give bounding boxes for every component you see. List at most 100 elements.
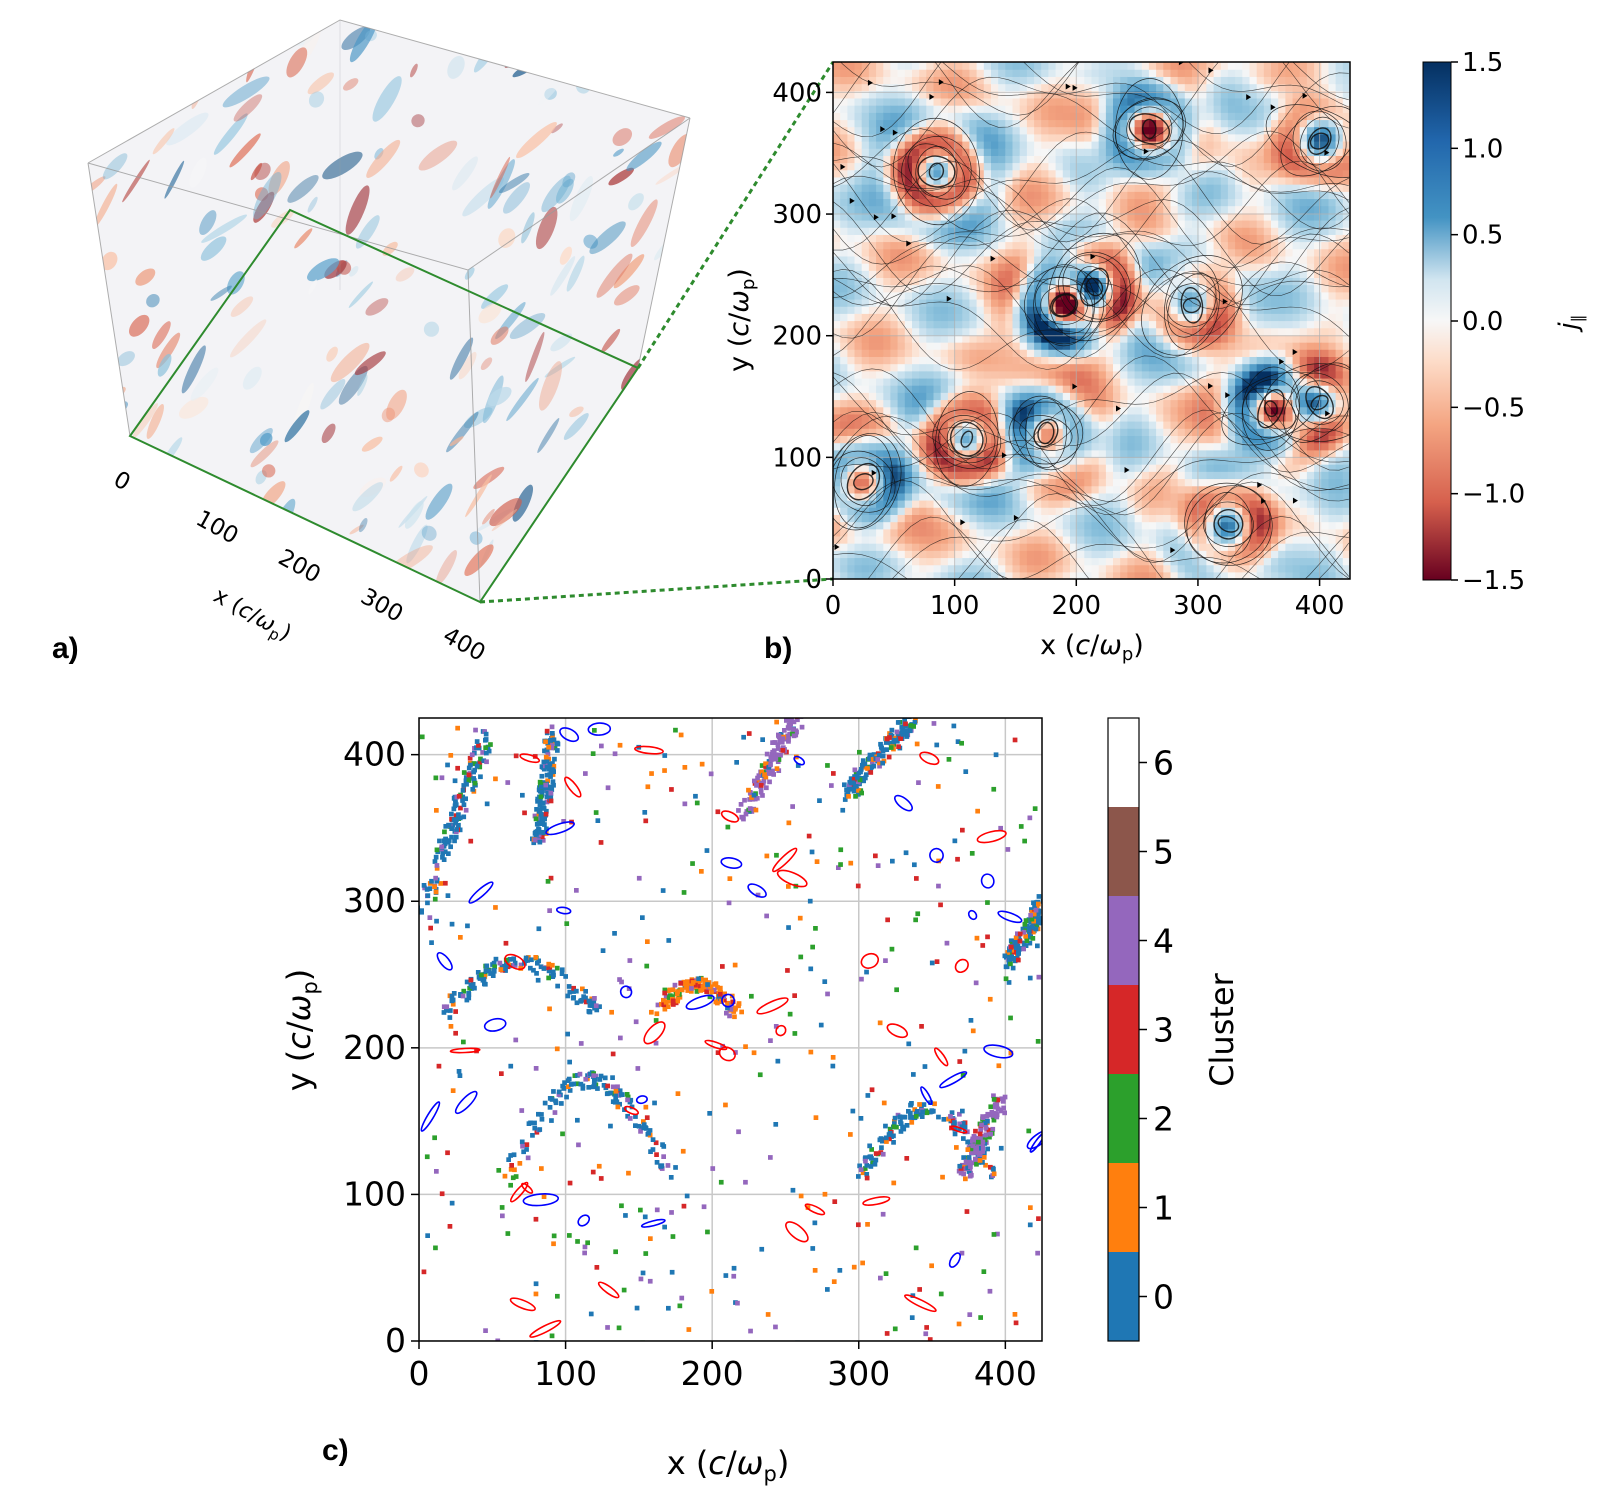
j-cell <box>919 327 927 336</box>
j-cell <box>1199 62 1207 70</box>
j-cell <box>1156 471 1164 480</box>
j-cell <box>1148 62 1157 70</box>
j-cell <box>1041 349 1049 357</box>
j-cell <box>1192 205 1200 214</box>
j-cell <box>1199 241 1207 250</box>
j-cell <box>1148 514 1157 523</box>
j-cell <box>947 62 956 70</box>
j-cell <box>1098 507 1107 515</box>
j-cell <box>1120 133 1128 142</box>
j-cell <box>1105 428 1114 436</box>
j-cell <box>833 485 841 494</box>
j-cell <box>1034 90 1042 99</box>
j-cell <box>926 449 935 458</box>
j-cell <box>1285 148 1294 156</box>
j-cell <box>1285 564 1294 573</box>
j-cell <box>955 377 963 386</box>
j-cell <box>1091 212 1100 221</box>
j-cell <box>1055 413 1064 422</box>
j-cell <box>876 392 884 401</box>
j-cell <box>1070 406 1078 415</box>
j-cell <box>1091 535 1100 544</box>
j-cell <box>1285 133 1294 142</box>
j-cell <box>1127 205 1136 214</box>
j-cell <box>854 521 863 530</box>
j-cell <box>926 377 935 386</box>
j-cell <box>1113 76 1121 85</box>
j-cell <box>1285 507 1294 515</box>
j-cell <box>1041 83 1049 92</box>
j-cell <box>854 141 863 149</box>
j-cell <box>1170 299 1179 307</box>
j-cell <box>897 313 906 322</box>
j-cell <box>1156 485 1164 494</box>
j-cell <box>1005 83 1014 92</box>
j-cell <box>969 356 978 365</box>
j-cell <box>1134 220 1143 228</box>
j-cell <box>998 564 1006 573</box>
j-cell <box>1170 528 1179 537</box>
j-cell <box>1120 550 1128 559</box>
j-cell <box>833 342 841 350</box>
j-cell <box>854 212 863 221</box>
j-cell <box>912 141 920 149</box>
j-cell <box>1055 277 1064 286</box>
j-cell <box>1062 370 1071 379</box>
j-cell <box>1141 90 1150 99</box>
j-cell <box>890 456 899 465</box>
j-cell <box>1062 255 1071 264</box>
j-cell <box>1048 227 1057 235</box>
j-cell <box>1220 284 1229 293</box>
j-cell <box>1299 564 1308 573</box>
j-cell <box>1041 528 1049 537</box>
j-cell <box>890 133 899 142</box>
j-cell <box>1263 327 1272 336</box>
j-cell <box>1084 377 1093 386</box>
j-cell <box>940 83 949 92</box>
j-cell <box>1077 356 1085 365</box>
j-cell <box>1213 557 1222 566</box>
j-cell <box>1120 97 1128 106</box>
j-cell <box>1113 349 1121 357</box>
j-cell <box>998 528 1006 537</box>
j-cell <box>1141 62 1150 70</box>
j-cell <box>1192 550 1200 559</box>
j-cell <box>876 248 884 257</box>
j-cell <box>1134 248 1143 257</box>
j-cell <box>1163 550 1172 559</box>
j-cell <box>1206 97 1215 106</box>
j-cell <box>1256 571 1265 579</box>
j-cell <box>1206 456 1215 465</box>
j-cell <box>976 528 985 537</box>
j-cell <box>833 97 841 106</box>
j-cell <box>833 535 841 544</box>
j-cell <box>1005 363 1014 372</box>
j-cell <box>1271 492 1279 501</box>
j-cell <box>1098 370 1107 379</box>
j-cell <box>1184 155 1193 164</box>
j-cell <box>833 126 841 135</box>
j-cell <box>1113 327 1121 336</box>
j-cell <box>1048 485 1057 494</box>
volume-streak <box>336 561 346 574</box>
j-cell <box>976 421 985 429</box>
j-cell <box>1163 90 1172 99</box>
j-cell <box>890 255 899 264</box>
j-cell <box>868 413 877 422</box>
volume-streak <box>525 331 545 382</box>
volume-streak <box>308 91 325 108</box>
j-cell <box>947 327 956 336</box>
j-cell <box>1055 442 1064 451</box>
j-cell <box>955 492 963 501</box>
j-cell <box>1206 169 1215 178</box>
j-cell <box>1148 234 1157 243</box>
j-cell <box>947 320 956 329</box>
j-cell <box>962 478 971 487</box>
j-cell <box>1249 148 1258 156</box>
j-cell <box>840 76 848 85</box>
j-cell <box>912 557 920 566</box>
j-cell <box>1062 291 1071 300</box>
j-cell <box>1263 320 1272 329</box>
volume-streak <box>153 494 171 514</box>
j-cell <box>1285 421 1294 429</box>
